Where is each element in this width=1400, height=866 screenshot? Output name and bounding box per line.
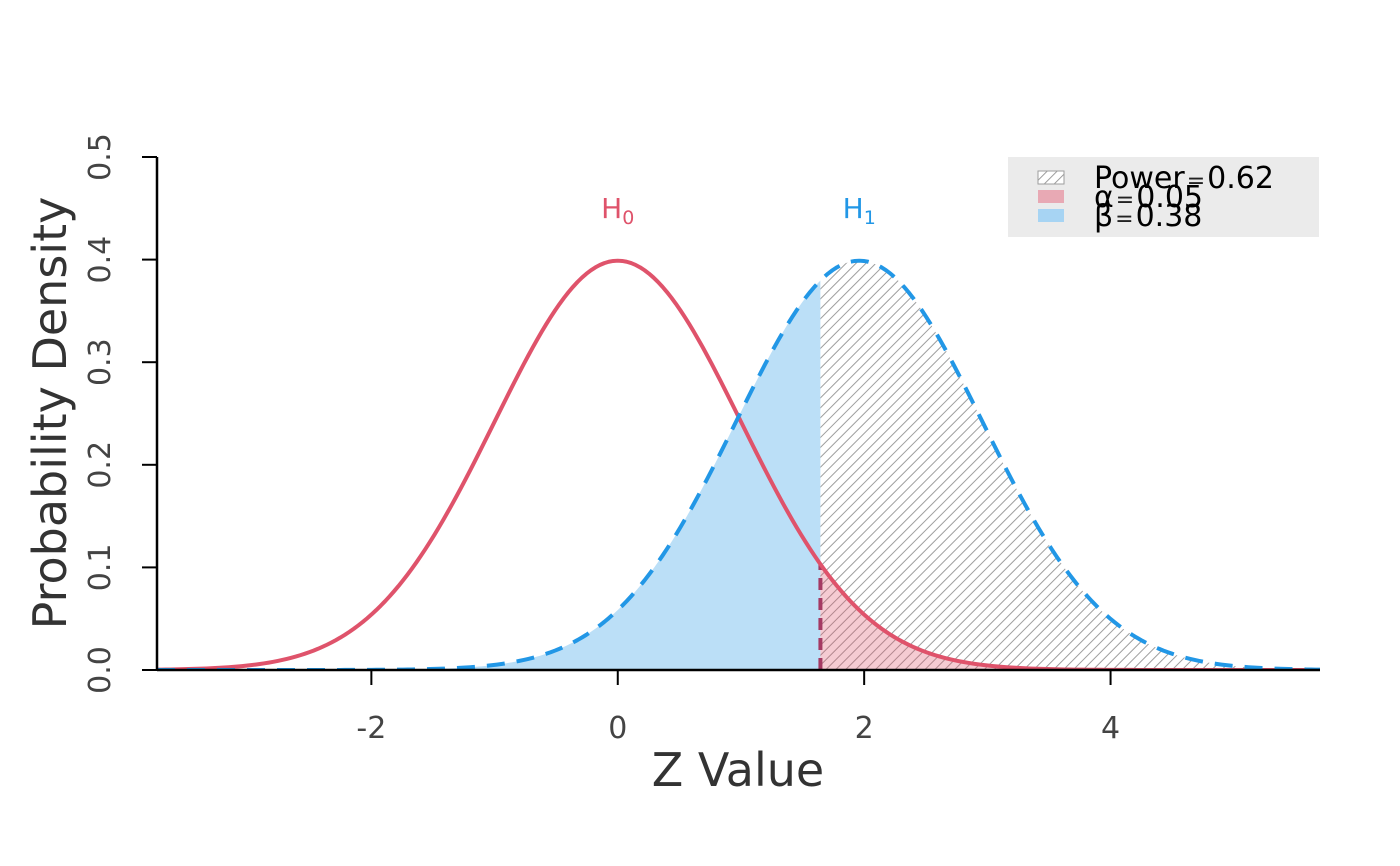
y-axis-title: Probability Density xyxy=(23,197,77,630)
y-tick-label: 0.0 xyxy=(83,646,118,694)
legend-swatch xyxy=(1037,170,1065,185)
legend: Power=0.62α=0.05β=0.38 xyxy=(1008,157,1319,237)
beta-region xyxy=(157,280,821,670)
legend-entry-text: α=0.05 xyxy=(1094,180,1203,215)
y-tick-label: 0.5 xyxy=(83,133,118,181)
h1-label: H1 xyxy=(843,192,876,229)
y-tick-label: 0.3 xyxy=(83,338,118,386)
axes: -2 0 2 4 0.0 0.1 0.2 0.3 0.4 0.5 xyxy=(83,133,1320,746)
h0-label: H0 xyxy=(601,192,634,229)
y-tick-label: 0.2 xyxy=(83,441,118,489)
x-tick-label: 2 xyxy=(855,711,874,746)
x-tick-label: -2 xyxy=(356,711,386,746)
x-axis-title: Z Value xyxy=(652,743,824,797)
plot-area xyxy=(157,258,1320,671)
alpha-region xyxy=(820,564,1320,670)
legend-swatch xyxy=(1038,190,1064,203)
x-tick-label: 4 xyxy=(1101,711,1120,746)
legend-swatch xyxy=(1038,209,1064,222)
legend-entry-text: Power=0.62 xyxy=(1094,161,1274,196)
x-tick-label: 0 xyxy=(608,711,627,746)
curve-labels: H0 H1 xyxy=(601,192,876,229)
y-tick-label: 0.4 xyxy=(83,236,118,284)
legend-entry-text: β=0.38 xyxy=(1094,199,1202,234)
power-region xyxy=(820,260,1320,670)
y-tick-label: 0.1 xyxy=(83,544,118,592)
